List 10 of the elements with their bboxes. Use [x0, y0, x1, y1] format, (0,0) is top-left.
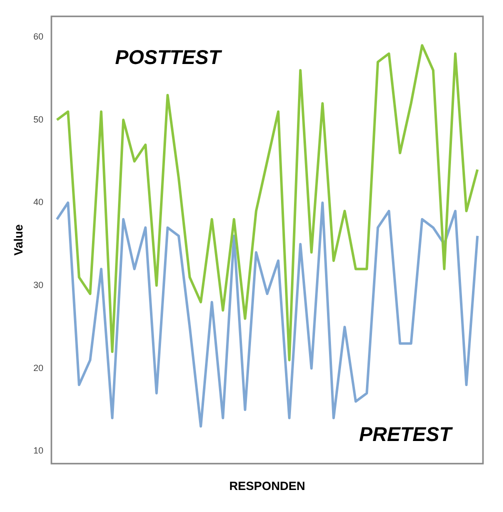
y-axis-title: Value	[12, 224, 26, 256]
series-label: POSTTEST	[115, 46, 222, 69]
y-tick-label: 20	[33, 362, 44, 373]
y-tick-label: 30	[33, 280, 44, 290]
x-axis-title: RESPONDEN	[229, 479, 306, 494]
y-tick-label: 40	[33, 197, 44, 208]
y-tick-label: 60	[33, 32, 44, 42]
series-label: PRETEST	[359, 424, 454, 446]
y-tick-label: 10	[33, 446, 44, 456]
y-tick-label: 50	[33, 114, 44, 124]
